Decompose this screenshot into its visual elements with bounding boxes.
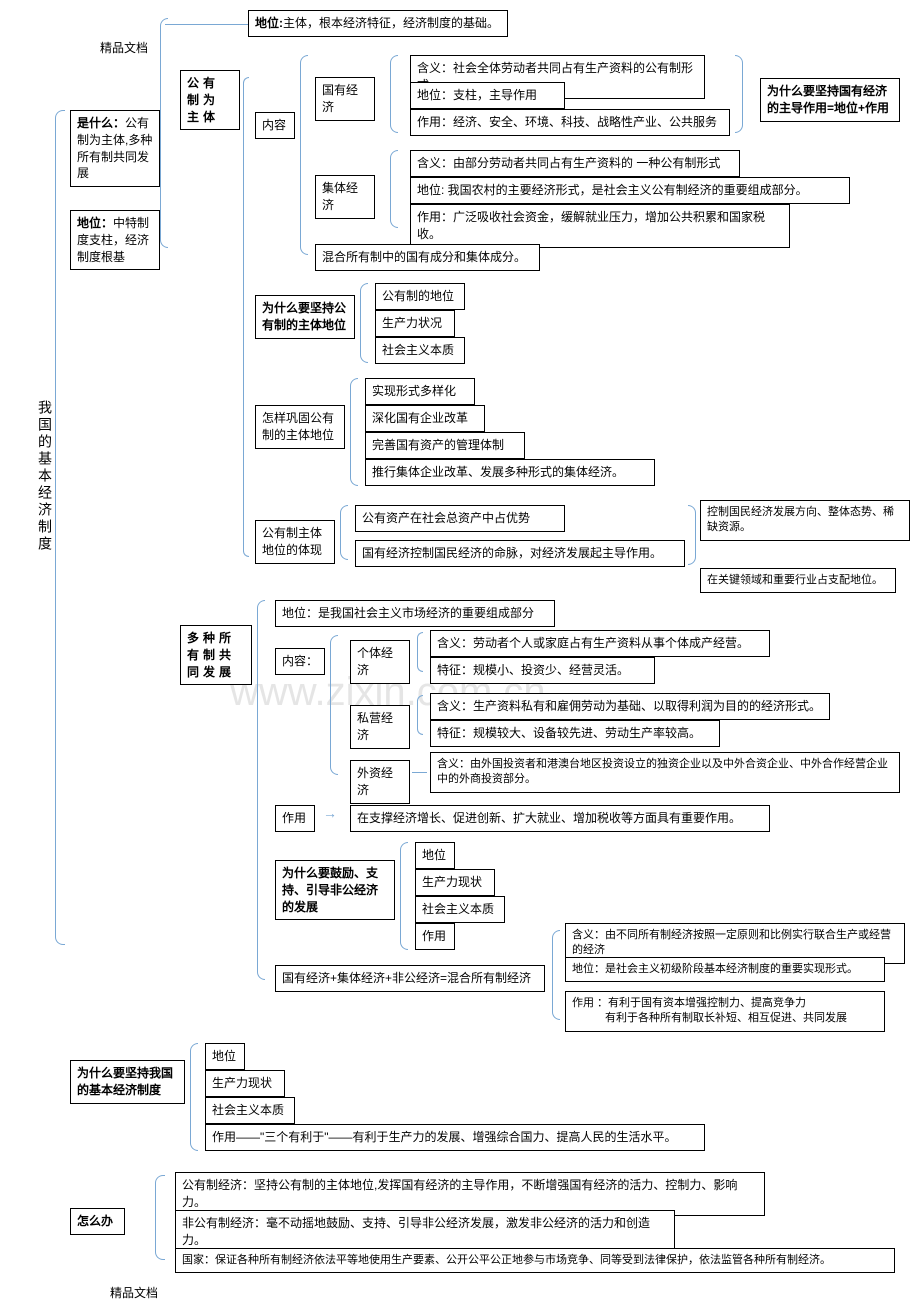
why-np-2: 生产力现状	[415, 869, 495, 896]
multi-role-lbl: 作用	[275, 805, 315, 832]
collective-meaning: 含义：由部分劳动者共同占有生产资料的 一种公有制形式	[410, 150, 740, 177]
content-label: 内容	[255, 112, 295, 139]
how-c-3: 完善国有资产的管理体制	[365, 432, 525, 459]
bracket	[257, 600, 265, 980]
why-np-4: 作用	[415, 923, 455, 950]
multi-role: 在支撑经济增长、促进创新、扩大就业、增加税收等方面具有重要作用。	[350, 805, 770, 832]
state-why: 为什么要坚持国有经济的主导作用=地位+作用	[760, 78, 900, 122]
why-public-3: 社会主义本质	[375, 337, 465, 364]
root-title: 我国的基本经济制度	[35, 400, 55, 553]
embody-2: 国有经济控制国民经济的命脉，对经济发展起主导作用。	[355, 540, 685, 567]
why-public-2: 生产力状况	[375, 310, 455, 337]
mixed-status: 地位：是社会主义初级阶段基本经济制度的重要实现形式。	[565, 957, 885, 982]
why-b-3: 社会主义本质	[205, 1097, 295, 1124]
how-c-2: 深化国有企业改革	[365, 405, 485, 432]
page: 精品文档 www.zixin.com.cn 我国的基本经济制度 地位:主体，根本…	[0, 0, 920, 1303]
root-bracket	[55, 110, 65, 945]
why-np-3: 社会主义本质	[415, 896, 505, 923]
multi-status: 地位：是我国社会主义市场经济的重要组成部分	[275, 600, 555, 627]
bracket	[350, 378, 358, 486]
bracket	[390, 150, 398, 228]
collective-status: 地位: 我国农村的主要经济形式，是社会主义公有制经济的重要组成部分。	[410, 177, 850, 204]
indiv-feat: 特征：规模小、投资少、经营灵活。	[430, 657, 655, 684]
collective-role: 作用：广泛吸收社会资金，缓解就业压力，增加公共积累和国家税收。	[410, 204, 790, 248]
embody-r1: 控制国民经济发展方向、整体态势、稀缺资源。	[700, 500, 910, 541]
bracket	[390, 55, 398, 133]
footer: 精品文档	[110, 1285, 158, 1302]
public-main: 公有制为主体	[180, 70, 240, 130]
embody-r2: 在关键领域和重要行业占支配地位。	[700, 568, 896, 593]
how-do: 怎么办	[70, 1208, 125, 1235]
bracket	[400, 842, 408, 950]
multi-content: 内容：	[275, 648, 325, 675]
why-b-2: 生产力现状	[205, 1070, 285, 1097]
bracket	[243, 77, 249, 557]
bracket	[735, 55, 743, 133]
mixed-owned: 混合所有制中的国有成分和集体成分。	[315, 244, 540, 271]
bracket	[300, 55, 308, 255]
arrow: →	[323, 805, 337, 821]
state-status: 地位：支柱，主导作用	[410, 82, 565, 109]
why-public-1: 公有制的地位	[375, 283, 465, 310]
indiv-econ: 个体经济	[350, 640, 410, 684]
foreign-econ: 外资经济	[350, 760, 410, 804]
bracket	[340, 505, 348, 560]
l1-what: 是什么：公有制为主体,多种所有制共同发展	[70, 110, 160, 187]
how-3: 国家：保证各种所有制经济依法平等地使用生产要素、公开公平公正地参与市场竞争、同等…	[175, 1248, 895, 1273]
why-nonpublic: 为什么要鼓励、支持、引导非公经济的发展	[275, 860, 395, 920]
embody-main: 公有制主体地位的体现	[255, 520, 335, 564]
mixed-formula: 国有经济+集体经济+非公经济=混合所有制经济	[275, 965, 545, 992]
bracket	[190, 1043, 198, 1151]
why-b-1: 地位	[205, 1043, 245, 1070]
embody-1: 公有资产在社会总资产中占优势	[355, 505, 565, 532]
why-basic: 为什么要坚持我国的基本经济制度	[70, 1060, 185, 1104]
bracket	[417, 632, 423, 672]
l1-status: 地位：中特制度支柱，经济制度根基	[70, 210, 160, 270]
how-c-1: 实现形式多样化	[365, 378, 475, 405]
why-public-main: 为什么要坚持公有制的主体地位	[255, 295, 355, 339]
why-b-4: 作用——"三个有利于"——有利于生产力的发展、增强综合国力、提高人民的生活水平。	[205, 1124, 705, 1151]
bracket	[552, 930, 560, 1020]
private-feat: 特征：规模较大、设备较先进、劳动生产率较高。	[430, 720, 720, 747]
bracket	[330, 635, 338, 775]
mixed-role: 作用 ：有利于国有资本增强控制力、提高竞争力 有利于各种所有制取长补短、相互促进…	[565, 991, 885, 1032]
how-consolidate: 怎样巩固公有制的主体地位	[255, 405, 345, 449]
why-np-1: 地位	[415, 842, 455, 869]
private-meaning: 含义：生产资料私有和雇佣劳动为基础、以取得利润为目的的经济形式。	[430, 693, 830, 720]
header: 精品文档	[100, 40, 148, 57]
indiv-meaning: 含义：劳动者个人或家庭占有生产资料从事个体成产经营。	[430, 630, 770, 657]
bracket	[155, 1175, 165, 1260]
collective-econ: 集体经济	[315, 175, 375, 219]
private-econ: 私营经济	[350, 705, 410, 749]
bracket	[688, 505, 696, 565]
line	[165, 24, 248, 25]
foreign-meaning: 含义：由外国投资者和港澳台地区投资设立的独资企业以及中外合资企业、中外合作经营企…	[430, 752, 900, 793]
multi-own: 多种所有制共同发展	[180, 625, 252, 685]
line	[412, 772, 427, 773]
bracket	[360, 283, 368, 363]
state-econ: 国有经济	[315, 77, 375, 121]
how-c-4: 推行集体企业改革、发展多种形式的集体经济。	[365, 459, 655, 486]
bracket	[417, 695, 423, 735]
state-role: 作用：经济、安全、环境、科技、战略性产业、公共服务	[410, 109, 730, 136]
root-status: 地位:主体，根本经济特征，经济制度的基础。	[248, 10, 508, 37]
bracket	[160, 18, 168, 248]
